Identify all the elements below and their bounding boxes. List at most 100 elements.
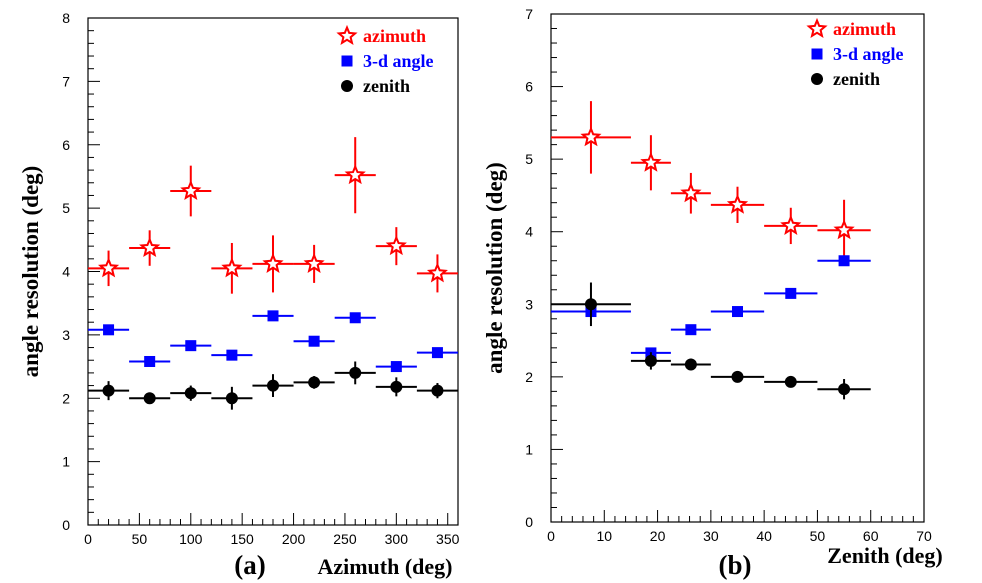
data-point — [426, 262, 448, 283]
x-axis-label: Azimuth (deg) — [317, 554, 452, 579]
legend-label: zenith — [833, 69, 880, 89]
x-tick-label: 150 — [230, 531, 254, 547]
data-point — [685, 324, 697, 336]
legend: azimuth 3-d angle zenith — [336, 24, 434, 96]
data-point — [139, 236, 161, 257]
data-point — [267, 310, 279, 322]
data-point — [143, 392, 156, 405]
legend-marker — [336, 24, 358, 46]
data-point — [308, 335, 320, 347]
data-point — [349, 366, 362, 379]
data-point — [640, 151, 662, 172]
legend-label: zenith — [363, 76, 410, 96]
x-tick-label: 70 — [916, 528, 932, 544]
legend-marker — [806, 17, 828, 39]
data-point — [390, 361, 402, 373]
data-point — [144, 355, 156, 367]
y-tick-label: 1 — [525, 441, 533, 457]
data-point — [431, 384, 444, 397]
y-tick-label: 4 — [525, 224, 533, 240]
data-point — [267, 379, 279, 392]
series-3-d-angle — [551, 255, 871, 359]
y-tick-label: 5 — [525, 151, 533, 167]
data-point — [838, 255, 850, 267]
data-point — [180, 179, 202, 201]
data-point — [644, 354, 657, 367]
y-tick-label: 7 — [62, 73, 70, 89]
x-tick-label: 40 — [756, 528, 772, 544]
data-point — [431, 347, 443, 359]
data-point — [726, 193, 749, 214]
x-tick-label: 350 — [436, 531, 460, 547]
data-point — [349, 312, 361, 324]
data-point — [344, 164, 366, 185]
data-point — [784, 375, 797, 388]
data-point — [732, 306, 743, 318]
legend: azimuth 3-d angle zenith — [806, 17, 904, 89]
y-tick-label: 8 — [62, 10, 70, 26]
data-point — [225, 392, 238, 405]
series-zenith — [551, 282, 871, 400]
x-tick-label: 100 — [179, 531, 203, 547]
x-tick-label: 300 — [385, 531, 409, 547]
data-point — [780, 214, 802, 235]
y-tick-label: 7 — [525, 6, 533, 22]
x-axis-label: Zenith (deg) — [827, 543, 943, 568]
y-tick-label: 6 — [62, 137, 70, 153]
chart-panel-a: 0 50 100 150 200 250 300 350 0 1 2 3 4 5 6 7 8 angle reso… — [18, 10, 460, 580]
x-tick-label: 10 — [596, 528, 612, 544]
y-tick-label: 0 — [62, 517, 70, 533]
x-tick-label: 60 — [863, 528, 879, 544]
series-zenith — [88, 361, 458, 410]
y-tick-label: 3 — [525, 296, 533, 312]
y-tick-label: 6 — [525, 79, 533, 95]
data-point — [584, 298, 597, 311]
data-point — [680, 182, 702, 203]
x-tick-label: 200 — [282, 531, 306, 547]
series-3-d-angle — [88, 310, 458, 373]
data-point — [785, 287, 797, 299]
y-tick-label: 5 — [62, 200, 70, 216]
data-point — [731, 370, 744, 383]
y-tick-label: 4 — [62, 264, 70, 280]
panel-label: (a) — [234, 550, 265, 580]
chart-panel-b: 0 10 20 30 40 50 60 70 0 1 2 3 4 5 6 7 angle resolution … — [482, 6, 943, 580]
x-tick-label: 50 — [132, 531, 148, 547]
y-axis-label: angle resolution (deg) — [482, 162, 507, 374]
data-point — [833, 219, 855, 240]
data-point — [684, 358, 697, 371]
data-point — [308, 376, 321, 389]
data-point — [102, 384, 115, 397]
x-tick-label: 20 — [650, 528, 666, 544]
legend-marker — [341, 80, 353, 92]
x-tick-label: 250 — [333, 531, 357, 547]
series-azimuth — [551, 101, 871, 261]
legend-label: azimuth — [833, 19, 896, 39]
data-point — [390, 380, 403, 393]
legend-label: azimuth — [363, 26, 426, 46]
y-tick-label: 3 — [62, 327, 70, 343]
data-point — [226, 349, 238, 361]
legend-label: 3-d angle — [363, 51, 434, 71]
x-tick-label: 0 — [84, 531, 92, 547]
data-point — [303, 252, 325, 273]
y-tick-label: 2 — [62, 390, 70, 406]
data-point — [580, 126, 602, 147]
data-point — [98, 257, 120, 278]
y-tick-label: 2 — [525, 369, 533, 385]
series-azimuth — [88, 137, 458, 294]
legend-marker — [811, 48, 823, 60]
legend-marker — [341, 55, 353, 67]
x-tick-label: 50 — [810, 528, 826, 544]
data-point — [184, 387, 197, 400]
y-tick-label: 1 — [62, 454, 70, 470]
panel-label: (b) — [719, 550, 752, 580]
y-axis-label: angle resolution (deg) — [18, 166, 43, 378]
data-point — [103, 324, 115, 336]
data-point — [385, 234, 407, 256]
legend-marker — [811, 73, 823, 85]
plot-frame — [550, 13, 925, 523]
y-tick-label: 0 — [525, 514, 533, 530]
data-point — [838, 383, 851, 396]
